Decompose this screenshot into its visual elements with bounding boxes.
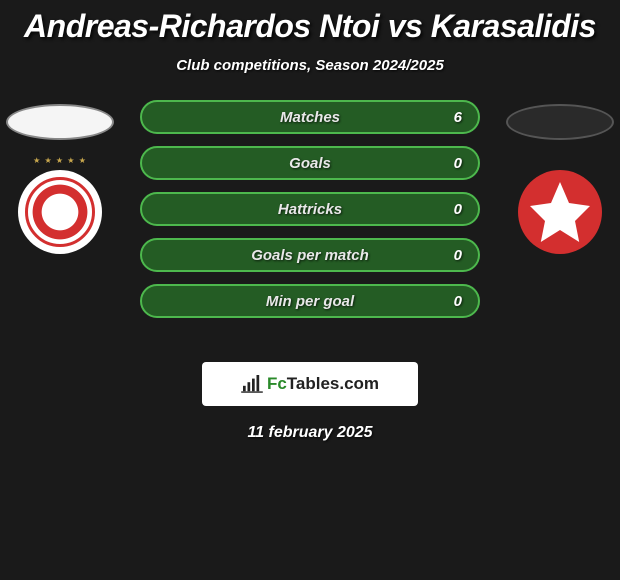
page-title: Andreas-Richardos Ntoi vs Karasalidis (0, 0, 620, 45)
stat-label: Matches (280, 109, 340, 126)
season-subtitle: Club competitions, Season 2024/2025 (0, 57, 620, 74)
right-club-badge-inner (530, 182, 590, 242)
stat-row-min-per-goal: Min per goal 0 (140, 284, 480, 318)
right-player-ellipse (506, 104, 614, 140)
brand-prefix: Fc (267, 374, 287, 393)
stat-right-value: 6 (454, 109, 462, 126)
stat-right-value: 0 (454, 155, 462, 172)
stat-label: Hattricks (278, 201, 342, 218)
stat-right-value: 0 (454, 293, 462, 310)
brand-suffix: Tables.com (287, 374, 379, 393)
brand-text: FcTables.com (267, 374, 379, 394)
right-club-badge (518, 170, 602, 254)
stats-column: Matches 6 Goals 0 Hattricks 0 Goals per … (140, 100, 480, 318)
stat-row-goals-per-match: Goals per match 0 (140, 238, 480, 272)
stat-row-hattricks: Hattricks 0 (140, 192, 480, 226)
left-club-badge (18, 170, 102, 254)
stat-label: Min per goal (266, 293, 354, 310)
stat-row-goals: Goals 0 (140, 146, 480, 180)
left-player-column (0, 94, 120, 254)
stat-label: Goals per match (251, 247, 369, 264)
comparison-panel: Matches 6 Goals 0 Hattricks 0 Goals per … (0, 94, 620, 344)
date-label: 11 february 2025 (0, 424, 620, 442)
right-player-column (500, 94, 620, 254)
brand-watermark: FcTables.com (202, 362, 418, 406)
stat-right-value: 0 (454, 247, 462, 264)
left-player-ellipse (6, 104, 114, 140)
stat-row-matches: Matches 6 (140, 100, 480, 134)
stat-right-value: 0 (454, 201, 462, 218)
chart-bars-icon (241, 375, 263, 393)
stat-label: Goals (289, 155, 331, 172)
